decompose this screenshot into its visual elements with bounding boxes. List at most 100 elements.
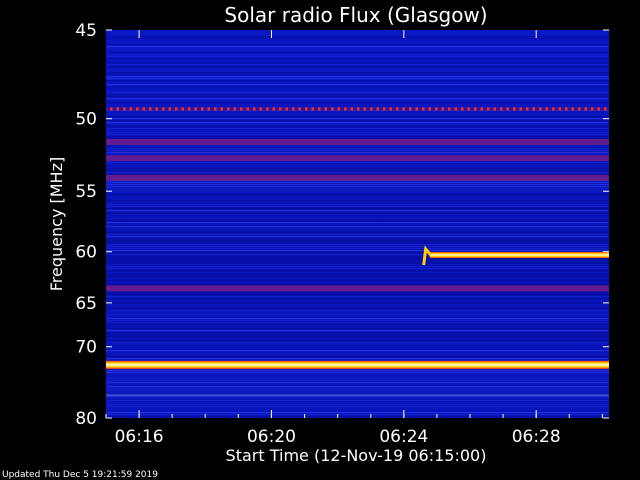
band-dot (467, 107, 470, 111)
noise-stripe (106, 232, 609, 234)
noise-stripe (106, 148, 609, 150)
band-dot (422, 107, 425, 111)
noise-stripe (106, 292, 609, 294)
noise-stripe (106, 224, 609, 226)
band-dot (175, 107, 178, 111)
band-layer (106, 106, 609, 397)
band-dot (350, 107, 353, 111)
band-dot (558, 107, 561, 111)
noise-stripe (106, 416, 609, 418)
noise-stripe (106, 390, 609, 392)
noise-stripe (106, 388, 609, 390)
noise-stripe (106, 284, 609, 286)
band-dot (506, 107, 509, 111)
noise-stripe (106, 414, 609, 416)
noise-stripe (106, 130, 609, 132)
noise-stripe (106, 102, 609, 104)
noise-stripe (106, 92, 609, 94)
band-dot (201, 107, 204, 111)
noise-stripe (106, 326, 609, 328)
band-dot (474, 107, 477, 111)
noise-stripe (106, 40, 609, 42)
y-tick-label: 80 (75, 409, 97, 429)
noise-stripe (106, 348, 609, 350)
noise-stripe (106, 270, 609, 272)
updated-timestamp: Updated Thu Dec 5 19:21:59 2019 (2, 470, 158, 480)
noise-stripe (106, 264, 609, 266)
noise-stripe (106, 376, 609, 378)
noise-stripe (106, 192, 609, 194)
noise-stripe (106, 256, 609, 258)
interference-band (106, 155, 609, 162)
noise-stripe (106, 244, 609, 246)
noise-stripe (106, 188, 609, 190)
noise-stripe (106, 322, 609, 324)
noise-stripe (106, 198, 609, 200)
band-dot (181, 107, 184, 111)
noise-stripe (106, 38, 609, 40)
noise-stripe (106, 114, 609, 116)
noise-stripe (106, 406, 609, 408)
band-dot (337, 107, 340, 111)
band-dot (246, 107, 249, 111)
noise-stripe (106, 62, 609, 64)
noise-stripe (106, 174, 609, 176)
band-dot (149, 107, 152, 111)
noise-stripe (106, 162, 609, 164)
noise-stripe (106, 138, 609, 140)
band-dot (129, 107, 132, 111)
noise-stripe (106, 294, 609, 296)
noise-stripe (106, 126, 609, 128)
noise-stripe (106, 86, 609, 88)
band-dot (363, 107, 366, 111)
noise-stripe (106, 100, 609, 102)
band-dot (116, 107, 119, 111)
noise-stripe (106, 260, 609, 262)
band-dot (324, 107, 327, 111)
x-tick-label: 06:16 (115, 427, 164, 447)
noise-stripe (106, 32, 609, 34)
noise-stripe (106, 152, 609, 154)
noise-stripe (106, 296, 609, 298)
noise-stripe (106, 214, 609, 216)
noise-stripe (106, 122, 609, 124)
band-dot (500, 107, 503, 111)
noise-stripe (106, 134, 609, 136)
noise-stripe (106, 60, 609, 62)
noise-stripe (106, 328, 609, 330)
noise-stripe (106, 42, 609, 44)
band-dot (513, 107, 516, 111)
band-dot (207, 107, 210, 111)
noise-texture (106, 32, 609, 418)
noise-stripe (106, 262, 609, 264)
noise-stripe (106, 116, 609, 118)
y-tick-label: 45 (75, 21, 97, 41)
noise-stripe (106, 248, 609, 250)
band-dot (402, 107, 405, 111)
band-dot (565, 107, 568, 111)
band-dot (123, 107, 126, 111)
band-dot (188, 107, 191, 111)
band-dot (409, 107, 412, 111)
noise-stripe (106, 56, 609, 58)
band-dot (110, 107, 113, 111)
noise-stripe (106, 268, 609, 270)
noise-stripe (106, 74, 609, 76)
noise-stripe (106, 330, 609, 332)
noise-stripe (106, 78, 609, 80)
noise-stripe (106, 298, 609, 300)
band-dot (220, 107, 223, 111)
noise-stripe (106, 120, 609, 122)
noise-stripe (106, 104, 609, 106)
noise-stripe (106, 350, 609, 352)
noise-stripe (106, 80, 609, 82)
noise-stripe (106, 408, 609, 410)
noise-stripe (106, 200, 609, 202)
noise-stripe (106, 356, 609, 358)
band-dot (448, 107, 451, 111)
band-dot (428, 107, 431, 111)
band-dot (519, 107, 522, 111)
noise-stripe (106, 70, 609, 72)
band-dot (259, 107, 262, 111)
